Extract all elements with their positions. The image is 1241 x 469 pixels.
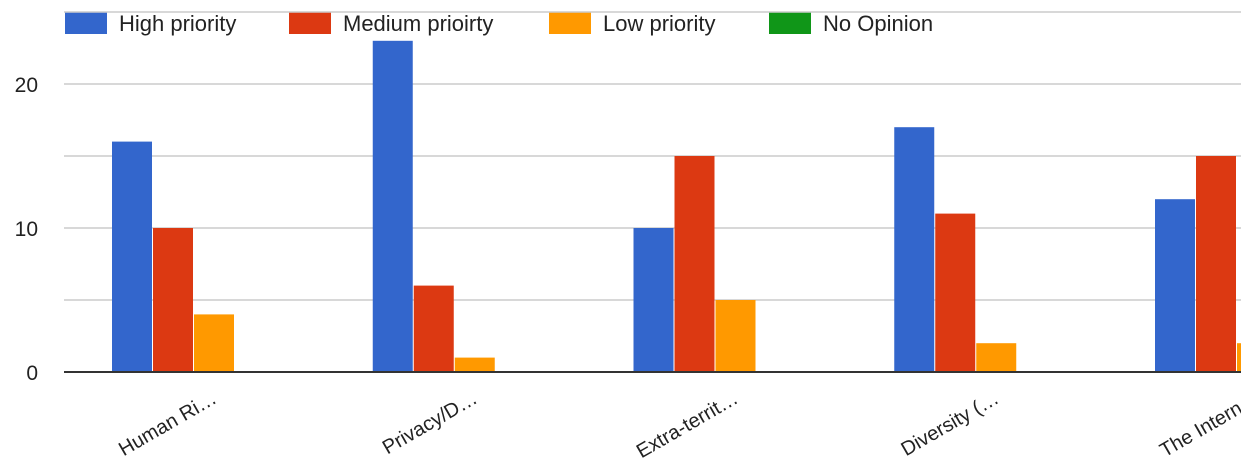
bar[interactable] (894, 127, 935, 372)
bar[interactable] (633, 228, 674, 372)
bar[interactable] (413, 285, 454, 372)
bars (112, 40, 1241, 373)
y-tick-label: 10 (15, 218, 38, 241)
gridlines (64, 11, 1241, 301)
y-axis-ticks: 0 10 20 (15, 74, 38, 385)
bar[interactable] (715, 300, 756, 372)
bar[interactable] (1155, 199, 1195, 372)
x-category-label: Diversity (… (897, 387, 1002, 460)
bar[interactable] (674, 156, 715, 372)
bar[interactable] (372, 40, 413, 373)
bar[interactable] (454, 357, 495, 372)
y-tick-label: 0 (26, 362, 38, 385)
legend-label: Low priority (603, 11, 715, 36)
legend-swatch (65, 12, 107, 34)
x-category-label: The Intern… (1156, 387, 1241, 462)
bar[interactable] (1237, 343, 1241, 372)
bar[interactable] (935, 213, 976, 372)
bar[interactable] (194, 314, 234, 372)
bar[interactable] (112, 141, 152, 372)
y-tick-label: 20 (15, 74, 38, 97)
legend: High priority Medium prioirty Low priority… (65, 11, 933, 36)
legend-swatch (769, 12, 811, 34)
x-axis-labels: Human Ri… Privacy/D… Extra-territ… Diversit… (115, 387, 1241, 463)
legend-label: High priority (119, 11, 236, 36)
legend-label: No Opinion (823, 11, 933, 36)
bar[interactable] (1196, 156, 1236, 372)
legend-label: Medium prioirty (343, 11, 493, 36)
x-category-label: Human Ri… (115, 387, 220, 461)
legend-swatch (549, 12, 591, 34)
bar[interactable] (976, 343, 1017, 372)
x-category-label: Extra-territ… (633, 387, 742, 463)
x-category-label: Privacy/D… (379, 387, 481, 459)
legend-swatch (289, 12, 331, 34)
bar[interactable] (153, 228, 193, 372)
